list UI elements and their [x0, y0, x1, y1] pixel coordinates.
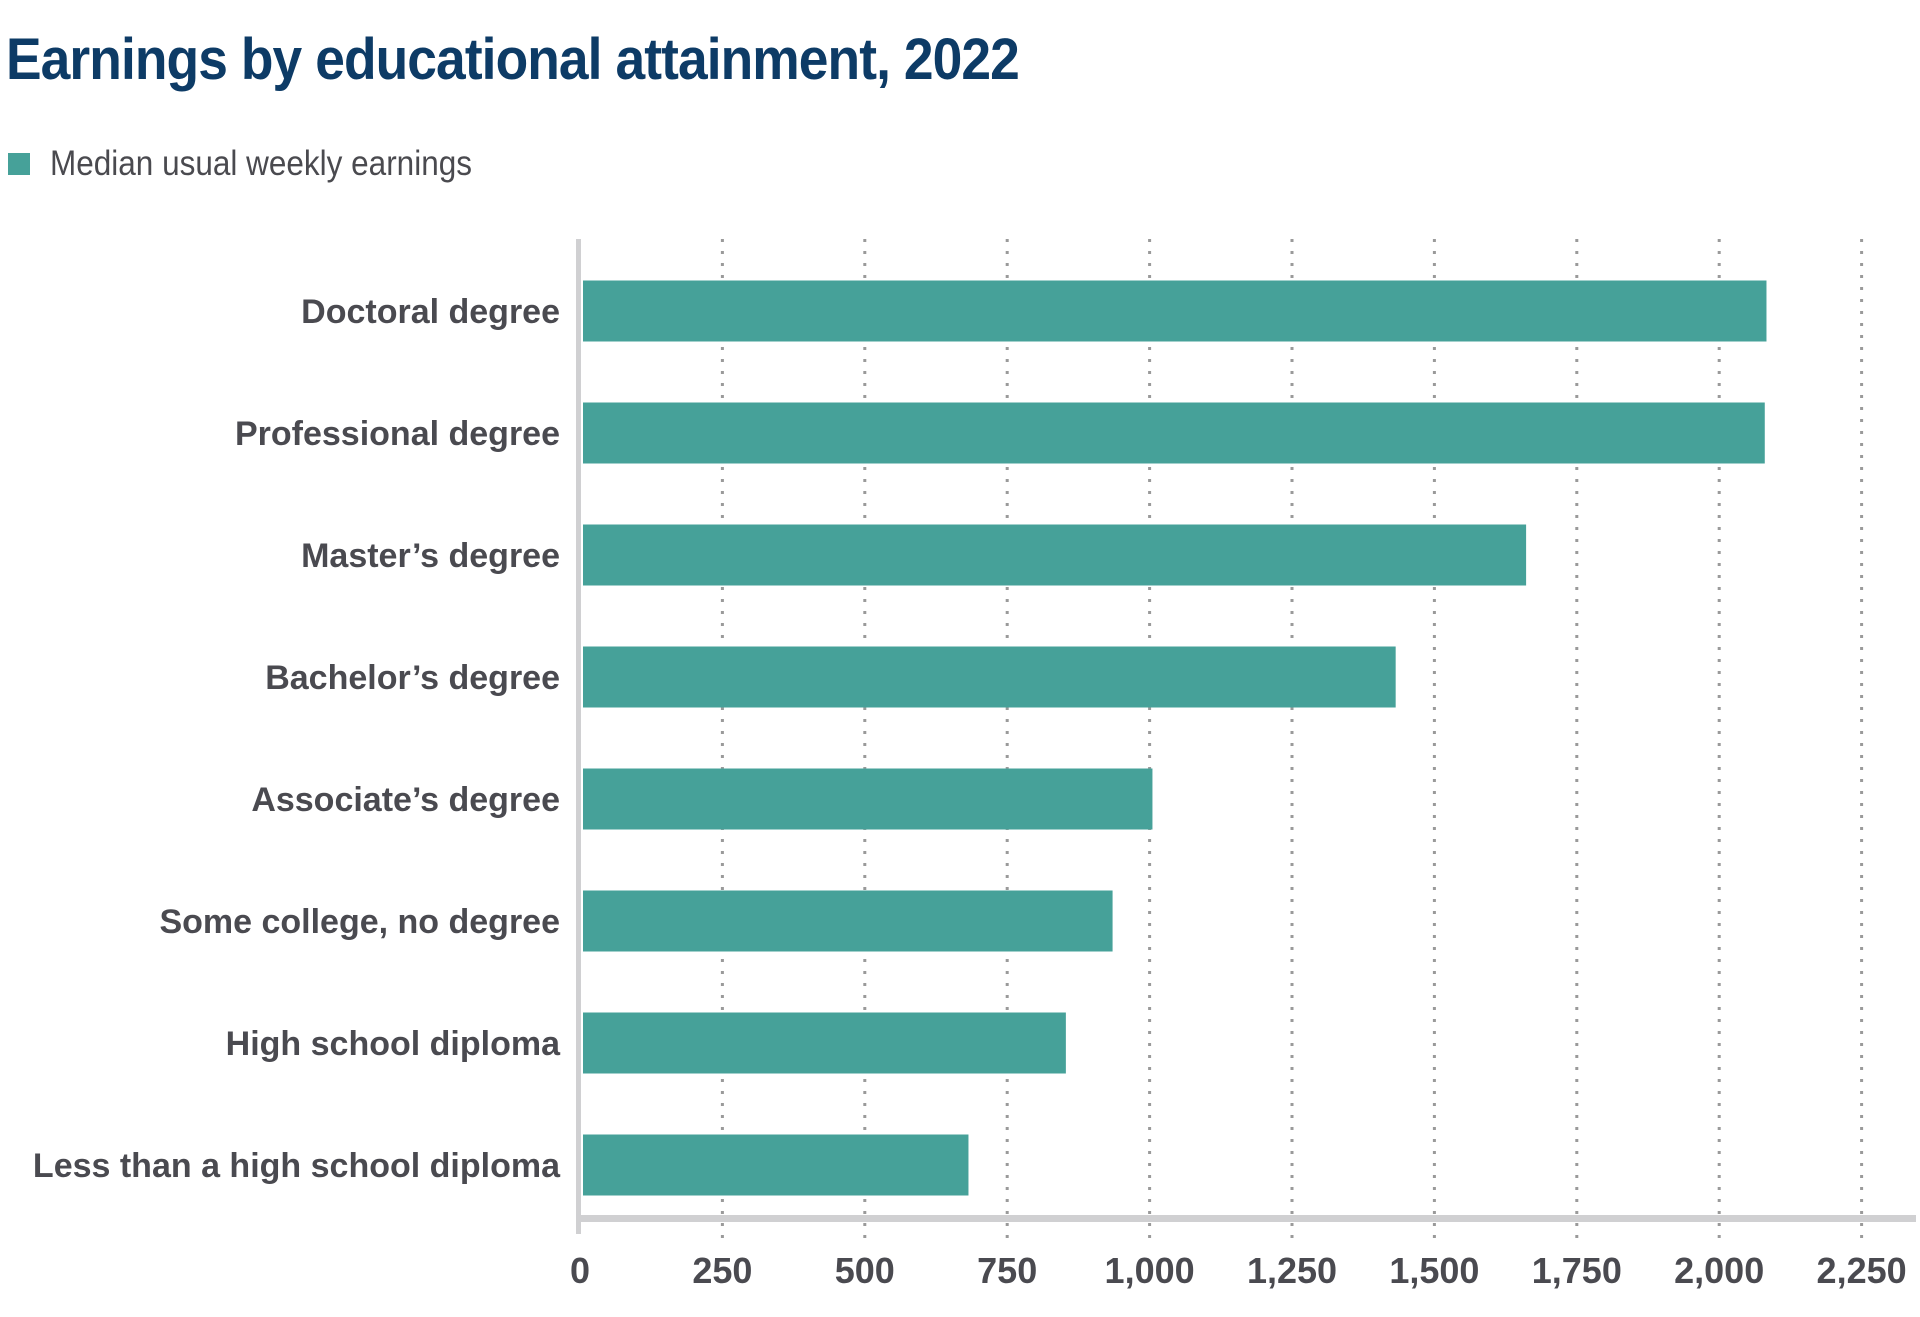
chart-title: Earnings by educational attainment, 2022 — [6, 27, 1020, 92]
x-tick-label: 1,000 — [1105, 1250, 1195, 1291]
category-label: Less than a high school diploma — [33, 1147, 561, 1185]
x-tick-label: 0 — [570, 1250, 590, 1291]
x-tick-label: 1,250 — [1247, 1250, 1337, 1291]
x-tick-label: 2,250 — [1817, 1250, 1907, 1291]
legend-swatch — [8, 153, 30, 175]
x-tick-label: 1,750 — [1532, 1250, 1622, 1291]
bar — [583, 890, 1113, 952]
category-label: Master’s degree — [301, 537, 560, 575]
category-label: Associate’s degree — [251, 781, 560, 819]
bar — [583, 1012, 1066, 1074]
bar — [583, 1134, 969, 1196]
x-tick-label: 2,000 — [1674, 1250, 1764, 1291]
x-tick-label: 250 — [692, 1250, 752, 1291]
bar — [583, 768, 1153, 830]
legend-label: Median usual weekly earnings — [50, 144, 473, 183]
bar — [583, 280, 1767, 342]
bar — [583, 402, 1765, 464]
legend: Median usual weekly earnings — [8, 144, 519, 184]
x-axis-line — [576, 1215, 1916, 1222]
bar — [583, 524, 1527, 586]
category-label: High school diploma — [226, 1025, 561, 1063]
x-tick-label: 1,500 — [1389, 1250, 1479, 1291]
category-label: Doctoral degree — [301, 293, 560, 331]
category-label: Professional degree — [235, 415, 560, 453]
x-tick-label: 750 — [977, 1250, 1037, 1291]
category-label: Some college, no degree — [159, 903, 560, 941]
x-tick-label: 500 — [835, 1250, 895, 1291]
y-axis-line — [576, 239, 581, 1234]
category-label: Bachelor’s degree — [265, 659, 560, 697]
bar — [583, 646, 1396, 708]
